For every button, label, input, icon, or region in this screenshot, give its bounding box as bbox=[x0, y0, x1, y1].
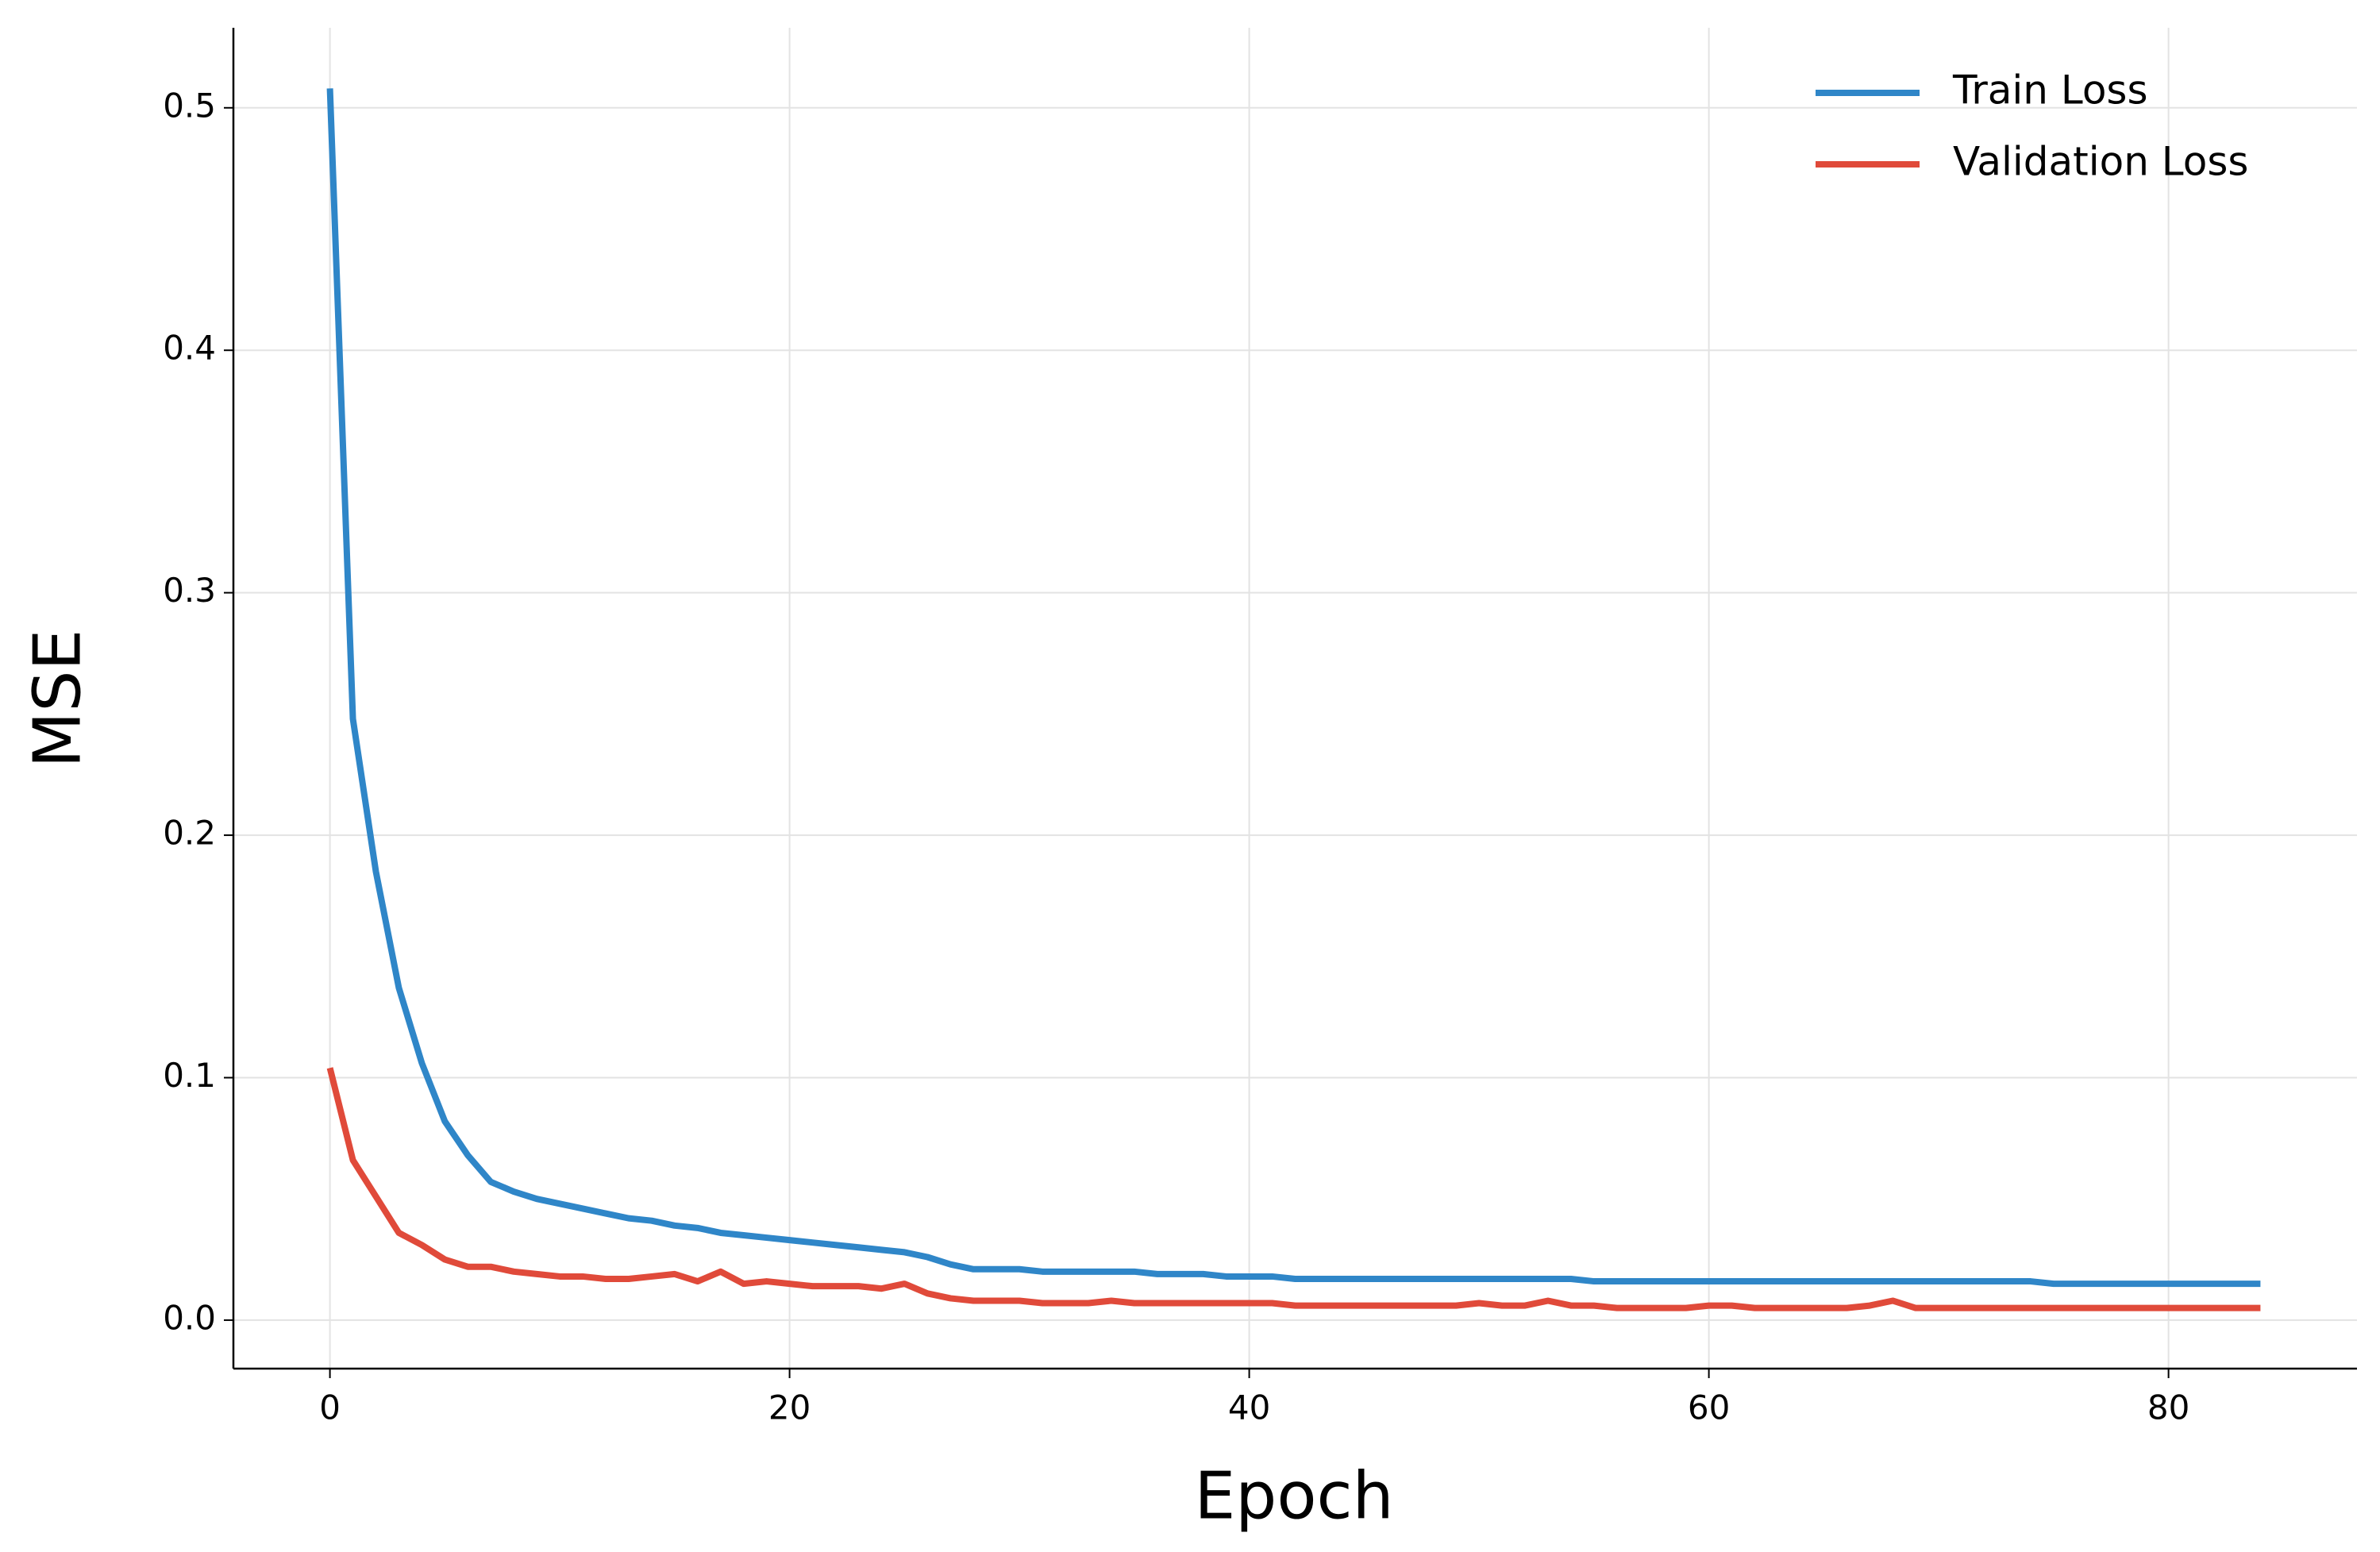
y-tick-label: 0.4 bbox=[163, 329, 216, 368]
x-axis-label: Epoch bbox=[1194, 1458, 1393, 1534]
y-tick-label: 0.3 bbox=[163, 571, 216, 610]
y-axis-label: MSE bbox=[20, 630, 95, 768]
y-tick-label: 0.1 bbox=[163, 1056, 216, 1095]
series-line bbox=[326, 1067, 2261, 1311]
y-tick-label: 0.0 bbox=[163, 1298, 216, 1337]
y-tick-label: 0.5 bbox=[163, 86, 216, 125]
series-line bbox=[326, 88, 2261, 1288]
x-tick-label: 60 bbox=[1688, 1388, 1730, 1427]
x-tick-label: 0 bbox=[319, 1388, 341, 1427]
legend-label: Train Loss bbox=[1952, 67, 2148, 114]
x-tick-label: 20 bbox=[768, 1388, 811, 1427]
x-tick-label: 80 bbox=[2147, 1388, 2189, 1427]
legend-label: Validation Loss bbox=[1953, 139, 2248, 185]
y-tick-label: 0.2 bbox=[163, 814, 216, 853]
x-tick-label: 40 bbox=[1228, 1388, 1270, 1427]
